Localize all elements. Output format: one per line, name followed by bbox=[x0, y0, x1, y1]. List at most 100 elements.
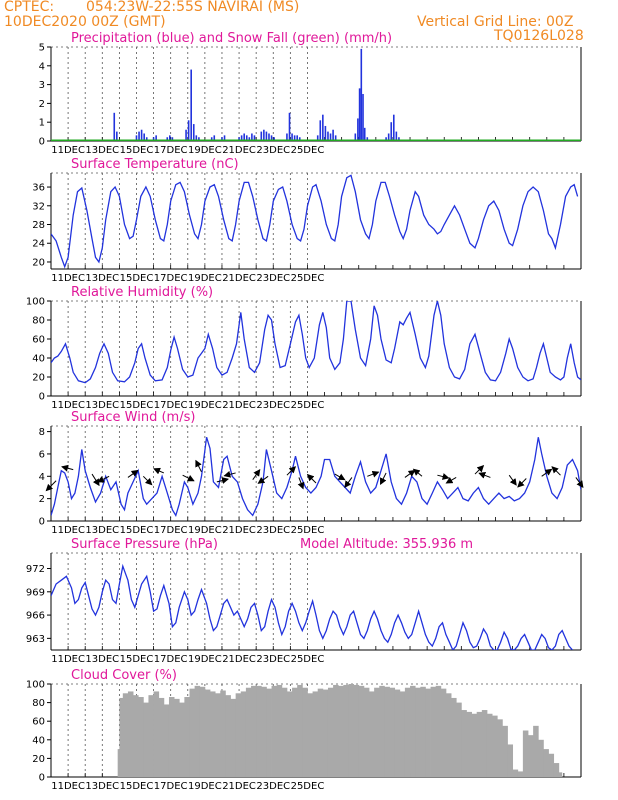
wind-vector bbox=[195, 459, 202, 473]
cloud-bar bbox=[189, 688, 196, 777]
xtick-label-cloud: 25DEC bbox=[291, 781, 325, 792]
xtick-label-wind: 17DEC bbox=[154, 525, 188, 536]
wind-vector bbox=[334, 473, 346, 481]
cloud-bar bbox=[548, 753, 555, 777]
precip-bar bbox=[187, 120, 190, 141]
precip-bar bbox=[190, 69, 192, 141]
xtick-label-wind: 19DEC bbox=[188, 525, 222, 536]
cloud-bar bbox=[148, 695, 154, 777]
ytick-label-cloud: 80 bbox=[32, 698, 45, 709]
header-location: 054:23W-22:55S NAVIRAI (MS) bbox=[86, 0, 300, 15]
header-code: TQ0126L028 bbox=[494, 28, 584, 44]
cloud-bar bbox=[394, 689, 401, 777]
ytick-label-cloud: 100 bbox=[26, 680, 45, 691]
precip-bar bbox=[260, 131, 263, 141]
panel-temp bbox=[47, 172, 582, 270]
xtick-label-cloud: 23DEC bbox=[256, 781, 290, 792]
cloud-bar bbox=[451, 697, 457, 777]
xtick-label-cloud: 13DEC bbox=[85, 781, 119, 792]
cloud-bar bbox=[281, 687, 288, 777]
cloud-bar bbox=[415, 687, 421, 777]
cloud-bar bbox=[174, 698, 180, 777]
wind-vector bbox=[297, 477, 305, 490]
xtick-label-wind: 25DEC bbox=[291, 525, 325, 536]
cloud-bar bbox=[384, 686, 390, 777]
cloud-bar bbox=[158, 697, 165, 777]
xtick-label-precip: 23DEC bbox=[256, 145, 290, 156]
ytick-label-temp: 24 bbox=[32, 239, 45, 250]
ytick-label-rh: 80 bbox=[32, 316, 45, 327]
ytick-label-temp: 20 bbox=[32, 257, 45, 268]
cloud-bar bbox=[286, 691, 293, 777]
cloud-bar bbox=[374, 687, 380, 777]
xtick-label-pressure: 25DEC bbox=[291, 654, 325, 665]
precip-bar bbox=[245, 135, 248, 141]
precip-bar bbox=[324, 125, 327, 141]
xtick-label-temp: 17DEC bbox=[154, 273, 188, 284]
cloud-bar bbox=[343, 684, 349, 777]
cloud-bar bbox=[220, 690, 226, 777]
panel-precip bbox=[47, 46, 582, 142]
panel-rh bbox=[47, 300, 582, 397]
cloud-bar bbox=[440, 688, 447, 777]
xtick-label-temp: 25DEC bbox=[291, 273, 325, 284]
wind-vector bbox=[45, 480, 57, 492]
cloud-bar bbox=[119, 697, 124, 777]
xtick-label-rh: 15DEC bbox=[120, 400, 154, 411]
ytick-label-pressure: 969 bbox=[26, 587, 45, 598]
xtick-label-temp: 19DEC bbox=[188, 273, 222, 284]
precip-bar bbox=[195, 135, 198, 141]
precip-bar bbox=[316, 135, 319, 141]
xtick-label-wind: 11DEC bbox=[51, 525, 85, 536]
cloud-bar bbox=[271, 685, 278, 777]
cloud-bar bbox=[425, 688, 431, 777]
panel-cloud bbox=[47, 683, 582, 778]
xtick-label-rh: 11DEC bbox=[51, 400, 85, 411]
cloud-bar bbox=[445, 693, 452, 777]
precip-bar bbox=[210, 137, 213, 141]
ytick-label-precip: 1 bbox=[39, 118, 45, 129]
precip-bar bbox=[362, 94, 364, 141]
wind-vector bbox=[182, 474, 195, 482]
precip-bar bbox=[152, 137, 155, 141]
ytick-label-rh: 20 bbox=[32, 373, 45, 384]
xtick-label-rh: 19DEC bbox=[188, 400, 222, 411]
cloud-bar bbox=[297, 684, 303, 777]
wind-vector bbox=[474, 464, 485, 475]
precip-bar bbox=[329, 133, 332, 141]
wind-vector bbox=[575, 477, 584, 489]
ytick-label-rh: 60 bbox=[32, 335, 45, 346]
cloud-bar bbox=[245, 687, 252, 777]
xtick-label-pressure: 21DEC bbox=[222, 654, 256, 665]
precip-bar bbox=[270, 135, 273, 141]
precip-bar bbox=[387, 133, 390, 141]
cloud-bar bbox=[404, 687, 411, 777]
precip-bar bbox=[243, 133, 245, 141]
xtick-label-precip: 19DEC bbox=[188, 145, 222, 156]
panel-title-cloud: Cloud Cover (%) bbox=[71, 668, 177, 683]
cloud-bar bbox=[481, 710, 488, 777]
panel-title-pressure: Surface Pressure (hPa) bbox=[71, 537, 218, 552]
wind-vector bbox=[517, 478, 527, 488]
precip-bar bbox=[198, 137, 200, 141]
precip-bar bbox=[392, 114, 395, 141]
cloud-bar bbox=[456, 702, 462, 777]
wind-vector bbox=[216, 477, 230, 484]
ytick-label-wind: 4 bbox=[39, 472, 45, 483]
xtick-label-pressure: 17DEC bbox=[154, 654, 188, 665]
precip-bar bbox=[223, 135, 226, 141]
precip-bar bbox=[213, 135, 216, 141]
precip-bar bbox=[251, 133, 253, 141]
wind-vector bbox=[257, 475, 269, 484]
xtick-label-pressure: 13DEC bbox=[85, 654, 119, 665]
cloud-bar bbox=[251, 685, 257, 777]
precip-bar bbox=[273, 137, 275, 141]
precip-bar bbox=[116, 131, 118, 141]
xtick-label-rh: 23DEC bbox=[256, 400, 290, 411]
panel-wind bbox=[45, 425, 584, 522]
cloud-bar bbox=[369, 691, 375, 777]
ytick-label-cloud: 60 bbox=[32, 717, 45, 728]
ytick-label-wind: 8 bbox=[39, 427, 45, 438]
wind-vector bbox=[380, 472, 387, 486]
